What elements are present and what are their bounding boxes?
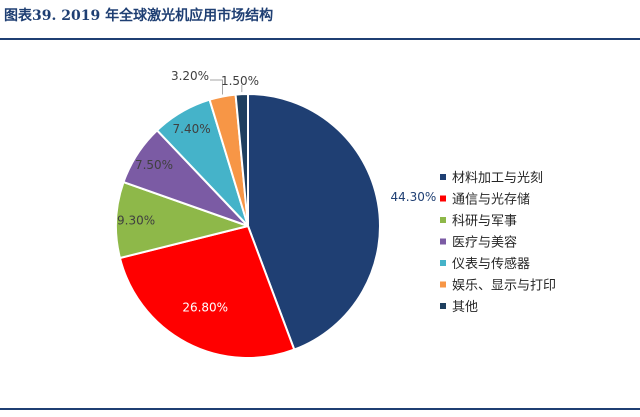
slice-1-value-label: 44.30% [391, 190, 437, 204]
legend-swatch-5 [440, 260, 446, 266]
slice-4-value-label: 7.50% [135, 158, 173, 172]
slice-3-wedge [115, 181, 249, 260]
title-rule [0, 38, 640, 40]
figure-title: 图表39. 2019 年全球激光机应用市场结构 [4, 8, 274, 24]
legend-swatch-7 [440, 303, 446, 309]
pie-chart-svg: 44.30% 26.80% 9.30% 7.50% 7.40% 3.20% 1.50% 材料加… [115, 69, 556, 359]
slice-7-wedge [234, 93, 249, 227]
slice-6-leader-line [210, 79, 223, 95]
slice-2-value-label: 26.80% [182, 300, 228, 314]
legend-swatch-6 [440, 281, 446, 288]
slice-1-wedge [247, 93, 381, 351]
legend-label-4: 医疗与美容 [452, 235, 517, 251]
slice-7-value-label: 1.50% [221, 74, 259, 88]
slice-3-value-label: 9.30% [117, 214, 155, 228]
slice-6-value-label: 3.20% [171, 69, 209, 83]
legend-label-2: 通信与光存储 [452, 193, 530, 208]
legend-label-3: 科研与军事 [452, 214, 517, 229]
legend-label-7: 其他 [452, 300, 478, 315]
slice-2-wedge [118, 225, 296, 359]
pie-chart: 44.30% 26.80% 9.30% 7.50% 7.40% 3.20% 1.50% 材料加… [0, 40, 640, 406]
legend-swatch-2 [440, 195, 446, 202]
slice-5-value-label: 7.40% [173, 122, 211, 136]
legend-label-5: 仪表与传感器 [452, 256, 530, 272]
legend-label-6: 娱乐、显示与打印 [452, 279, 556, 294]
legend-label-1: 材料加工与光刻 [452, 171, 543, 186]
legend-swatch-1 [440, 174, 446, 180]
legend-swatch-4 [440, 238, 446, 245]
legend-swatch-3 [440, 217, 446, 223]
bottom-rule [0, 408, 640, 410]
